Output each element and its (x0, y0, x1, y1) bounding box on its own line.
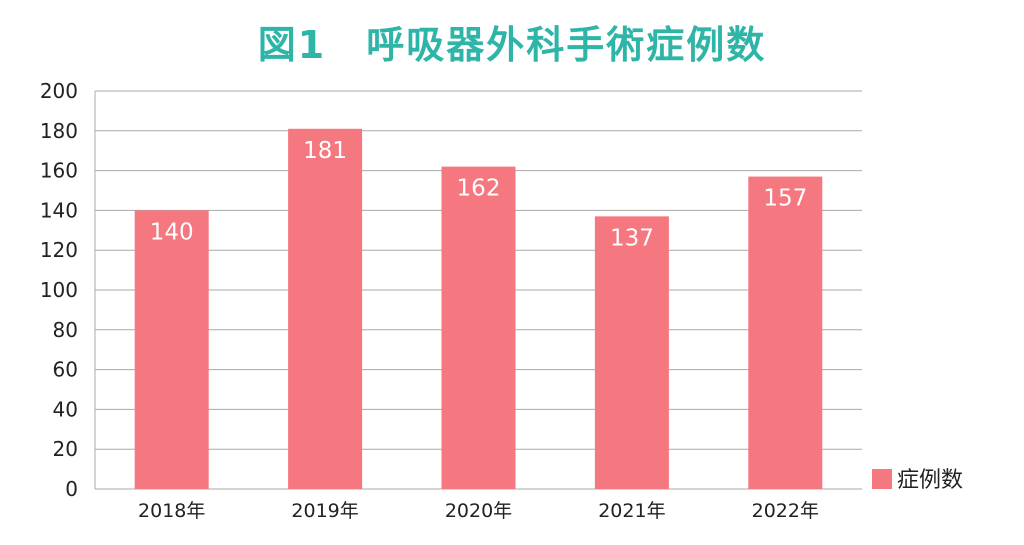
y-tick-label: 100 (40, 278, 78, 302)
data-label: 162 (457, 176, 501, 202)
x-tick-label: 2022年 (752, 500, 819, 522)
x-tick-label: 2020年 (445, 500, 512, 522)
y-tick-label: 120 (40, 238, 78, 262)
data-label: 157 (763, 186, 807, 212)
y-tick-label: 140 (40, 198, 78, 222)
bar-layer (134, 128, 823, 489)
bar (441, 166, 516, 489)
legend: 症例数 (872, 468, 963, 493)
data-label: 181 (303, 138, 347, 164)
y-tick-label: 160 (40, 159, 78, 183)
bar (594, 216, 669, 489)
legend-label: 症例数 (897, 468, 963, 493)
bar (748, 176, 823, 489)
y-tick-label: 60 (53, 358, 78, 382)
data-label: 137 (610, 225, 654, 251)
x-tick-label: 2021年 (598, 500, 665, 522)
y-tick-label: 80 (53, 318, 78, 342)
label-layer: 0 20 40 60 80 100 120 140 160 180 200 140 2018年 181 20… (40, 79, 819, 522)
chart-title: 図1 呼吸器外科手術症例数 (257, 23, 767, 67)
x-tick-label: 2018年 (138, 500, 205, 522)
x-tick-label: 2019年 (291, 500, 358, 522)
bar (288, 128, 363, 489)
data-label: 140 (150, 219, 194, 245)
y-tick-label: 180 (40, 119, 78, 143)
y-tick-label: 0 (65, 477, 78, 501)
legend-swatch (872, 469, 892, 489)
bar (134, 210, 209, 489)
y-tick-label: 200 (40, 79, 78, 103)
y-tick-label: 40 (53, 397, 78, 421)
y-tick-label: 20 (53, 437, 78, 461)
